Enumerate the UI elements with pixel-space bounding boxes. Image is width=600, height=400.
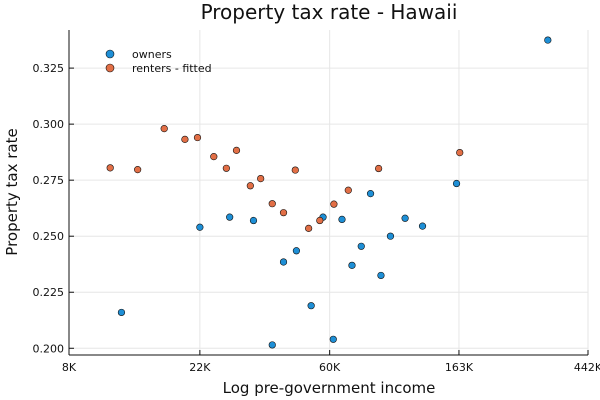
data-point-renters-fitted bbox=[456, 149, 464, 157]
legend-marker-owners bbox=[105, 49, 115, 59]
data-point-renters-fitted bbox=[305, 224, 313, 232]
ticks-layer: 8K 22K 60K 163K 442K 0.200 0.225 0.250 0.275 0.30… bbox=[33, 62, 600, 374]
x-tick-label: 22K bbox=[189, 361, 211, 374]
x-tick-label: 8K bbox=[62, 361, 77, 374]
axes-layer bbox=[68, 30, 588, 356]
legend-label-owners: owners bbox=[132, 48, 172, 61]
legend-label-renters-fitted: renters - fitted bbox=[132, 62, 212, 75]
y-tick-label: 0.200 bbox=[33, 342, 65, 355]
data-point-owners bbox=[226, 213, 234, 221]
data-point-owners bbox=[249, 216, 258, 225]
data-point-renters-fitted bbox=[279, 209, 288, 217]
data-point-owners bbox=[307, 302, 315, 310]
y-tick-label: 0.325 bbox=[33, 62, 65, 75]
data-point-owners bbox=[338, 215, 346, 223]
data-point-owners bbox=[386, 232, 395, 240]
data-point-owners bbox=[366, 190, 375, 198]
data-point-owners bbox=[452, 179, 461, 188]
data-point-owners bbox=[292, 247, 301, 255]
data-point-owners bbox=[377, 271, 385, 280]
data-point-renters-fitted bbox=[222, 164, 230, 172]
data-point-owners bbox=[418, 222, 427, 230]
data-point-owners bbox=[279, 258, 288, 266]
data-point-owners bbox=[348, 261, 356, 269]
x-axis-label: Log pre-government income bbox=[223, 379, 436, 397]
data-point-owners bbox=[268, 341, 276, 349]
data-point-owners bbox=[401, 214, 409, 222]
y-tick-label: 0.225 bbox=[33, 286, 65, 299]
x-tick-label: 60K bbox=[319, 361, 341, 374]
data-point-renters-fitted bbox=[106, 164, 114, 172]
data-point-renters-fitted bbox=[181, 135, 189, 143]
data-point-renters-fitted bbox=[291, 166, 299, 174]
data-point-owners bbox=[196, 223, 204, 231]
chart-title: Property tax rate - Hawaii bbox=[201, 0, 458, 24]
x-tick-label: 442K bbox=[574, 361, 600, 374]
legend-marker-renters-fitted bbox=[105, 63, 115, 73]
data-point-renters-fitted bbox=[375, 164, 383, 173]
data-point-renters-fitted bbox=[268, 200, 276, 208]
y-tick-label: 0.250 bbox=[33, 230, 65, 243]
data-point-renters-fitted bbox=[193, 133, 202, 142]
data-point-owners bbox=[329, 335, 337, 343]
data-point-renters-fitted bbox=[330, 200, 338, 208]
data-point-renters-fitted bbox=[210, 153, 218, 161]
data-point-owners bbox=[357, 242, 365, 250]
data-point-renters-fitted bbox=[232, 146, 241, 154]
data-point-renters-fitted bbox=[344, 186, 352, 194]
x-tick-label: 163K bbox=[445, 361, 474, 374]
y-tick-label: 0.300 bbox=[33, 118, 65, 131]
data-point-renters-fitted bbox=[246, 182, 254, 190]
grid-layer bbox=[68, 30, 589, 355]
data-point-renters-fitted bbox=[316, 216, 324, 225]
data-point-owners bbox=[544, 36, 552, 44]
data-point-renters-fitted bbox=[160, 125, 168, 133]
data-point-owners bbox=[117, 308, 126, 317]
y-tick-label: 0.275 bbox=[33, 174, 65, 187]
y-axis-label: Property tax rate bbox=[3, 128, 21, 255]
data-point-renters-fitted bbox=[134, 166, 142, 174]
data-point-renters-fitted bbox=[257, 175, 265, 183]
points-layer bbox=[106, 36, 552, 349]
